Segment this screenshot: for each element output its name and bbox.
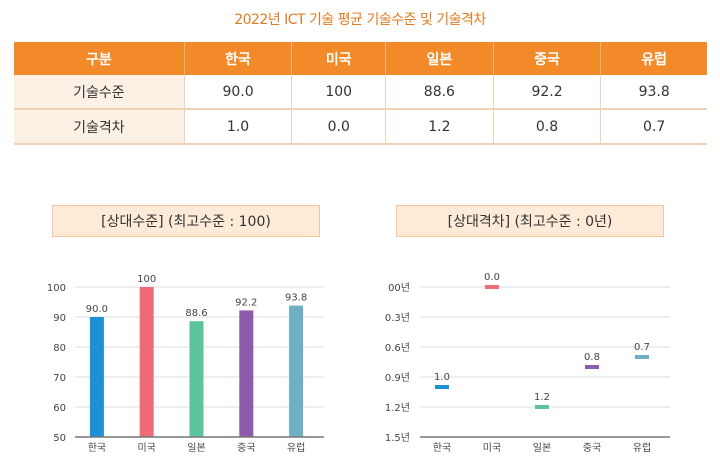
table-cell: 1.0 (184, 109, 293, 145)
gap-marker (435, 385, 449, 389)
y-tick-label: 0.6년 (385, 342, 410, 354)
data-label: 0.8 (584, 352, 600, 363)
y-tick-label: 50 (53, 433, 66, 444)
data-label: 93.8 (285, 293, 307, 304)
y-tick-label: 90 (53, 313, 66, 324)
gap-chart: 00년 0.3년 0.6년 0.9년 1.2년 1.5년 1.0 한국 0.0 미국 1.2 일본 0.… (385, 272, 670, 454)
table-cell: 93.8 (600, 75, 707, 110)
row-label: 기술수준 (14, 75, 185, 110)
y-tick-label: 100 (47, 283, 66, 294)
summary-table: 구분 한국 미국 일본 중국 유럽 기술수준 90.0 100 88.6 92.… (14, 42, 707, 145)
x-tick-label: 미국 (483, 442, 501, 454)
data-label: 1.2 (534, 392, 550, 403)
table-header: 유럽 (600, 42, 707, 75)
x-tick-label: 유럽 (633, 442, 651, 454)
data-label: 0.7 (634, 342, 650, 353)
page-title: 2022년 ICT 기술 평균 기술수준 및 기술격차 (234, 12, 486, 28)
table-header: 미국 (291, 42, 387, 75)
x-tick-label: 중국 (583, 442, 601, 454)
y-tick-label: 0.3년 (385, 312, 410, 324)
table-cell: 0.7 (600, 109, 707, 145)
row-label: 기술격차 (14, 109, 185, 145)
data-label: 90.0 (86, 304, 108, 315)
y-tick-label: 1.2년 (385, 402, 410, 414)
table-header: 한국 (184, 42, 293, 75)
gap-marker (585, 365, 599, 369)
x-tick-label: 일본 (533, 442, 551, 454)
table-header: 일본 (385, 42, 494, 75)
y-tick-label: 00년 (388, 282, 410, 294)
x-tick-label: 한국 (88, 442, 106, 454)
table-header: 중국 (493, 42, 602, 75)
bar (89, 317, 104, 437)
table-cell: 90.0 (184, 75, 293, 110)
table-cell: 92.2 (493, 75, 602, 110)
table-cell: 100 (291, 75, 387, 110)
table-header-row: 구분 한국 미국 일본 중국 유럽 (14, 42, 707, 75)
y-tick-label: 70 (53, 373, 66, 384)
y-tick-label: 0.9년 (385, 372, 410, 384)
bar (289, 305, 304, 437)
level-bar-chart: 50 60 70 80 90 100 90.0 한국 100 미국 88.6 일본 92.2 중국 93.8… (47, 274, 324, 454)
bar (239, 310, 254, 437)
table-cell: 0.8 (493, 109, 602, 145)
y-tick-label: 80 (53, 343, 66, 354)
x-tick-label: 중국 (237, 442, 255, 454)
gap-chart-title: [상대격차] (최고수준 : 0년) (396, 205, 664, 237)
x-tick-label: 한국 (433, 442, 451, 454)
table-row: 기술수준 90.0 100 88.6 92.2 93.8 (14, 75, 707, 110)
bar (189, 321, 204, 437)
table-header: 구분 (14, 42, 185, 75)
data-label: 1.0 (434, 372, 450, 383)
level-chart-title: [상대수준] (최고수준 : 100) (52, 205, 320, 237)
data-label: 88.6 (185, 308, 207, 319)
gap-marker (635, 355, 649, 359)
data-label: 100 (137, 274, 156, 285)
y-tick-label: 60 (53, 403, 66, 414)
x-tick-label: 유럽 (287, 442, 305, 454)
table-cell: 1.2 (385, 109, 494, 145)
x-tick-label: 일본 (187, 442, 205, 454)
bar (139, 287, 154, 437)
y-tick-label: 1.5년 (385, 432, 410, 444)
table-cell: 0.0 (291, 109, 387, 145)
gap-marker (535, 405, 549, 409)
gap-marker (485, 285, 499, 289)
x-tick-label: 미국 (137, 442, 155, 454)
data-label: 92.2 (235, 297, 257, 308)
data-label: 0.0 (484, 272, 500, 283)
table-cell: 88.6 (385, 75, 494, 110)
table-row: 기술격차 1.0 0.0 1.2 0.8 0.7 (14, 109, 707, 145)
